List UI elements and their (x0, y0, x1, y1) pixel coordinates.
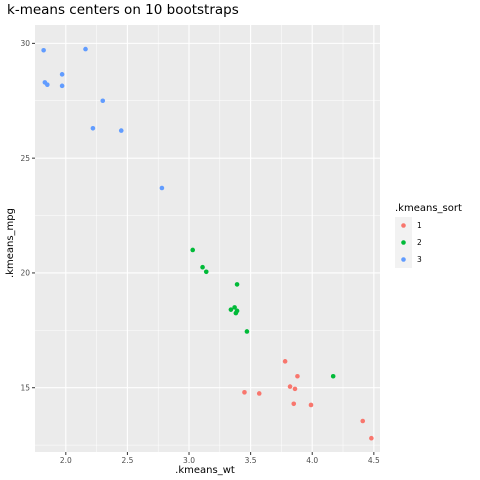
legend-label: 3 (417, 255, 422, 264)
y-tick-labels: 15 20 25 30 (20, 39, 30, 392)
data-points (41, 46, 374, 441)
y-tick-label: 15 (20, 383, 30, 392)
legend-key-point (401, 223, 406, 228)
data-point-cluster-1 (282, 359, 288, 364)
data-point-cluster-2 (228, 307, 234, 312)
data-point-cluster-1 (360, 418, 366, 424)
data-point-cluster-1 (291, 401, 297, 407)
x-tick-label: 4.0 (306, 456, 318, 465)
legend-key-point (401, 257, 406, 262)
data-point-cluster-3 (59, 72, 65, 77)
x-tick-label: 2.0 (60, 456, 72, 465)
data-point-cluster-3 (45, 82, 50, 87)
x-tick-labels: 2.0 2.5 3.0 3.5 4.0 4.5 (60, 456, 380, 465)
data-point-cluster-1 (287, 384, 293, 389)
data-point-cluster-3 (118, 128, 124, 133)
data-point-cluster-1 (369, 435, 374, 441)
legend-label: 2 (417, 238, 422, 247)
plot-panel (35, 25, 380, 452)
y-tick-label: 25 (20, 154, 30, 163)
data-point-cluster-2 (234, 282, 240, 287)
x-tick-label: 4.5 (368, 456, 380, 465)
x-axis-title: .kmeans_wt (175, 465, 235, 476)
y-tick-label: 20 (20, 269, 30, 278)
data-point-cluster-2 (200, 264, 205, 270)
data-point-cluster-3 (100, 98, 106, 104)
x-tick-label: 2.5 (121, 456, 133, 465)
y-axis-title: .kmeans_mpg (5, 208, 16, 278)
data-point-cluster-1 (242, 390, 247, 395)
data-point-cluster-1 (256, 391, 262, 396)
data-point-cluster-2 (244, 329, 250, 334)
data-point-cluster-2 (203, 269, 209, 275)
x-tick-label: 3.0 (183, 456, 195, 465)
data-point-cluster-3 (41, 47, 46, 53)
data-point-cluster-3 (83, 46, 88, 52)
data-point-cluster-3 (159, 185, 165, 191)
x-tick-label: 3.5 (245, 456, 257, 465)
legend-title: .kmeans_sort (395, 203, 462, 214)
data-point-cluster-3 (59, 83, 65, 89)
y-tick-label: 30 (20, 39, 30, 48)
data-point-cluster-2 (234, 308, 240, 314)
data-point-cluster-2 (232, 305, 237, 310)
minor-gridlines (35, 25, 380, 452)
legend-label: 1 (417, 221, 422, 230)
data-point-cluster-1 (295, 373, 300, 379)
legend: .kmeans_sort 1 2 3 (395, 203, 462, 268)
legend-key-point (401, 240, 406, 245)
chart-title: k-means centers on 10 bootstraps (7, 2, 239, 18)
data-point-cluster-2 (330, 373, 336, 379)
axis-ticks (32, 42, 375, 455)
major-gridlines (35, 25, 380, 452)
data-point-cluster-1 (308, 402, 314, 408)
data-point-cluster-3 (90, 126, 96, 131)
data-point-cluster-1 (292, 386, 298, 392)
data-point-cluster-2 (190, 247, 196, 253)
